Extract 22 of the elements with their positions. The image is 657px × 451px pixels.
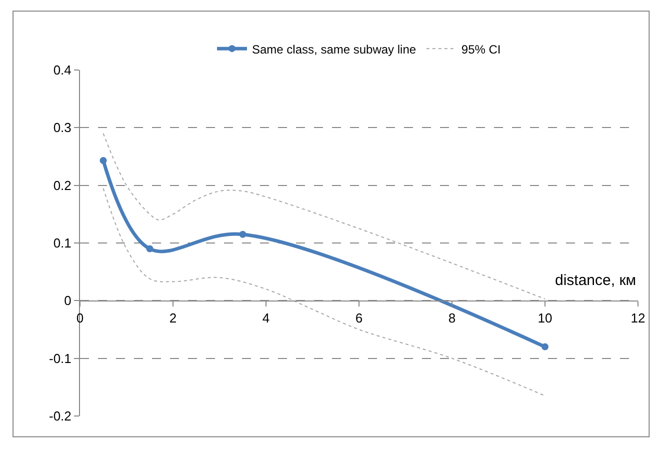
x-tick-label: 10 [538,310,552,326]
y-tick-label: 0.4 [53,62,72,78]
y-tick-label: 0.3 [53,120,72,136]
x-tick-label: 2 [169,310,177,326]
x-tick-label: 6 [355,310,363,326]
point [239,230,246,238]
point [100,157,107,164]
legend-label: 95% CI [461,42,501,56]
point [146,245,154,252]
y-tick-label: 0.1 [53,236,72,251]
line-series [102,132,546,300]
y-tick-label: 0 [64,293,72,308]
y-tick-label: 0.2 [53,178,72,193]
y-tick-label: -0.2 [48,408,72,424]
legend-label: Same class, same subway line [252,42,416,56]
point [542,343,548,350]
x-tick-label: 0 [76,310,84,326]
x-tick-label: 12 [630,310,646,326]
x-tick-label: 4 [262,310,270,326]
y-tick-label: -0.1 [48,350,72,366]
x-axis-title: distance, км [555,272,636,289]
x-tick-label: 8 [448,310,456,326]
